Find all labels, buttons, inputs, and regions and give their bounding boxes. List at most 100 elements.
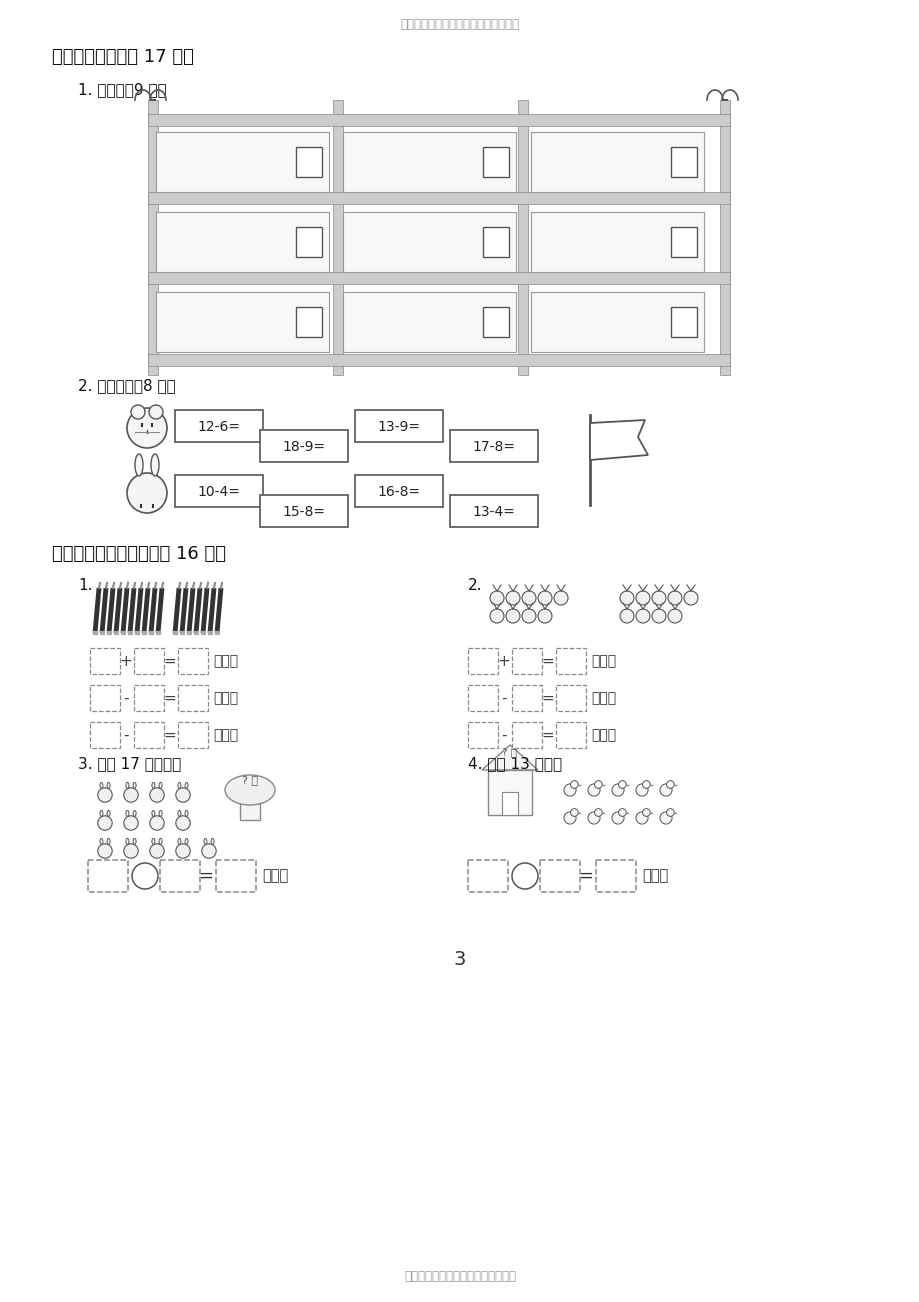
Bar — [487, 769, 531, 815]
Bar — [296, 307, 322, 337]
Text: =: = — [164, 690, 176, 706]
Bar — [134, 723, 164, 749]
Bar — [355, 410, 443, 441]
Circle shape — [127, 473, 167, 513]
Circle shape — [505, 609, 519, 622]
Bar — [156, 132, 329, 191]
Ellipse shape — [126, 783, 129, 789]
Bar — [555, 685, 585, 711]
Circle shape — [150, 816, 164, 831]
Text: 最新部编版小学语文上册精品资料设计: 最新部编版小学语文上册精品资料设计 — [400, 18, 519, 31]
Text: 13-6=: 13-6= — [164, 237, 211, 251]
Bar — [175, 475, 263, 506]
Polygon shape — [589, 421, 647, 460]
Bar — [530, 132, 703, 191]
Circle shape — [490, 609, 504, 622]
Bar — [148, 115, 729, 126]
Bar — [468, 685, 497, 711]
Text: =: = — [199, 867, 213, 885]
Ellipse shape — [185, 810, 187, 816]
Circle shape — [570, 781, 578, 788]
Bar — [539, 861, 579, 892]
Bar — [530, 212, 703, 272]
Circle shape — [619, 591, 633, 605]
Text: 四、算一算。（共 17 分）: 四、算一算。（共 17 分） — [52, 48, 194, 66]
Text: ? 只: ? 只 — [242, 775, 257, 785]
Circle shape — [150, 844, 164, 858]
Bar — [512, 723, 541, 749]
Circle shape — [538, 591, 551, 605]
Ellipse shape — [225, 775, 275, 805]
Circle shape — [666, 781, 674, 788]
Text: 16-7=: 16-7= — [351, 316, 398, 332]
Circle shape — [570, 809, 578, 816]
Ellipse shape — [126, 838, 129, 845]
Text: -: - — [501, 728, 506, 742]
Circle shape — [563, 784, 575, 796]
Ellipse shape — [210, 838, 214, 845]
Bar — [482, 147, 508, 177]
Bar — [177, 685, 208, 711]
Bar — [333, 100, 343, 375]
Ellipse shape — [177, 783, 181, 789]
Ellipse shape — [152, 810, 154, 816]
Ellipse shape — [151, 454, 159, 477]
Text: 12-8=: 12-8= — [539, 237, 585, 251]
Bar — [343, 292, 516, 352]
Bar — [670, 307, 697, 337]
Text: 17-8=: 17-8= — [472, 440, 515, 454]
Circle shape — [667, 591, 681, 605]
Circle shape — [652, 591, 665, 605]
Circle shape — [97, 844, 112, 858]
Circle shape — [594, 809, 602, 816]
Text: （支）: （支） — [213, 654, 238, 668]
Circle shape — [666, 809, 674, 816]
Polygon shape — [482, 745, 538, 769]
Text: =: = — [578, 867, 593, 885]
Bar — [468, 861, 507, 892]
Text: -: - — [123, 690, 129, 706]
Ellipse shape — [126, 810, 129, 816]
Circle shape — [127, 408, 167, 448]
Bar — [260, 430, 347, 462]
Bar — [670, 227, 697, 256]
Bar — [148, 272, 729, 284]
Text: 3. 共有 17 只兔子。: 3. 共有 17 只兔子。 — [78, 756, 181, 771]
Bar — [148, 100, 158, 375]
Circle shape — [201, 844, 216, 858]
Text: 12-6=: 12-6= — [198, 421, 240, 434]
Circle shape — [512, 863, 538, 889]
Circle shape — [611, 812, 623, 824]
Ellipse shape — [159, 810, 162, 816]
Text: 2.: 2. — [468, 578, 482, 592]
Ellipse shape — [100, 783, 103, 789]
Bar — [555, 648, 585, 674]
Ellipse shape — [107, 810, 110, 816]
Text: =: = — [164, 728, 176, 742]
Text: =: = — [541, 728, 554, 742]
Bar — [90, 648, 119, 674]
Circle shape — [553, 591, 567, 605]
Bar — [260, 495, 347, 527]
Bar — [512, 685, 541, 711]
Text: 1.: 1. — [78, 578, 93, 592]
Ellipse shape — [107, 838, 110, 845]
Ellipse shape — [204, 838, 207, 845]
Circle shape — [659, 812, 671, 824]
Bar — [216, 861, 255, 892]
Ellipse shape — [159, 783, 162, 789]
Bar — [148, 191, 729, 204]
Circle shape — [130, 405, 145, 419]
Circle shape — [490, 591, 504, 605]
Text: 13-9=: 13-9= — [377, 421, 420, 434]
Ellipse shape — [133, 838, 136, 845]
Circle shape — [641, 781, 650, 788]
Circle shape — [176, 844, 190, 858]
Circle shape — [563, 812, 575, 824]
Circle shape — [618, 781, 626, 788]
Circle shape — [97, 788, 112, 802]
Circle shape — [641, 809, 650, 816]
Bar — [596, 861, 635, 892]
Bar — [296, 227, 322, 256]
Bar — [512, 648, 541, 674]
